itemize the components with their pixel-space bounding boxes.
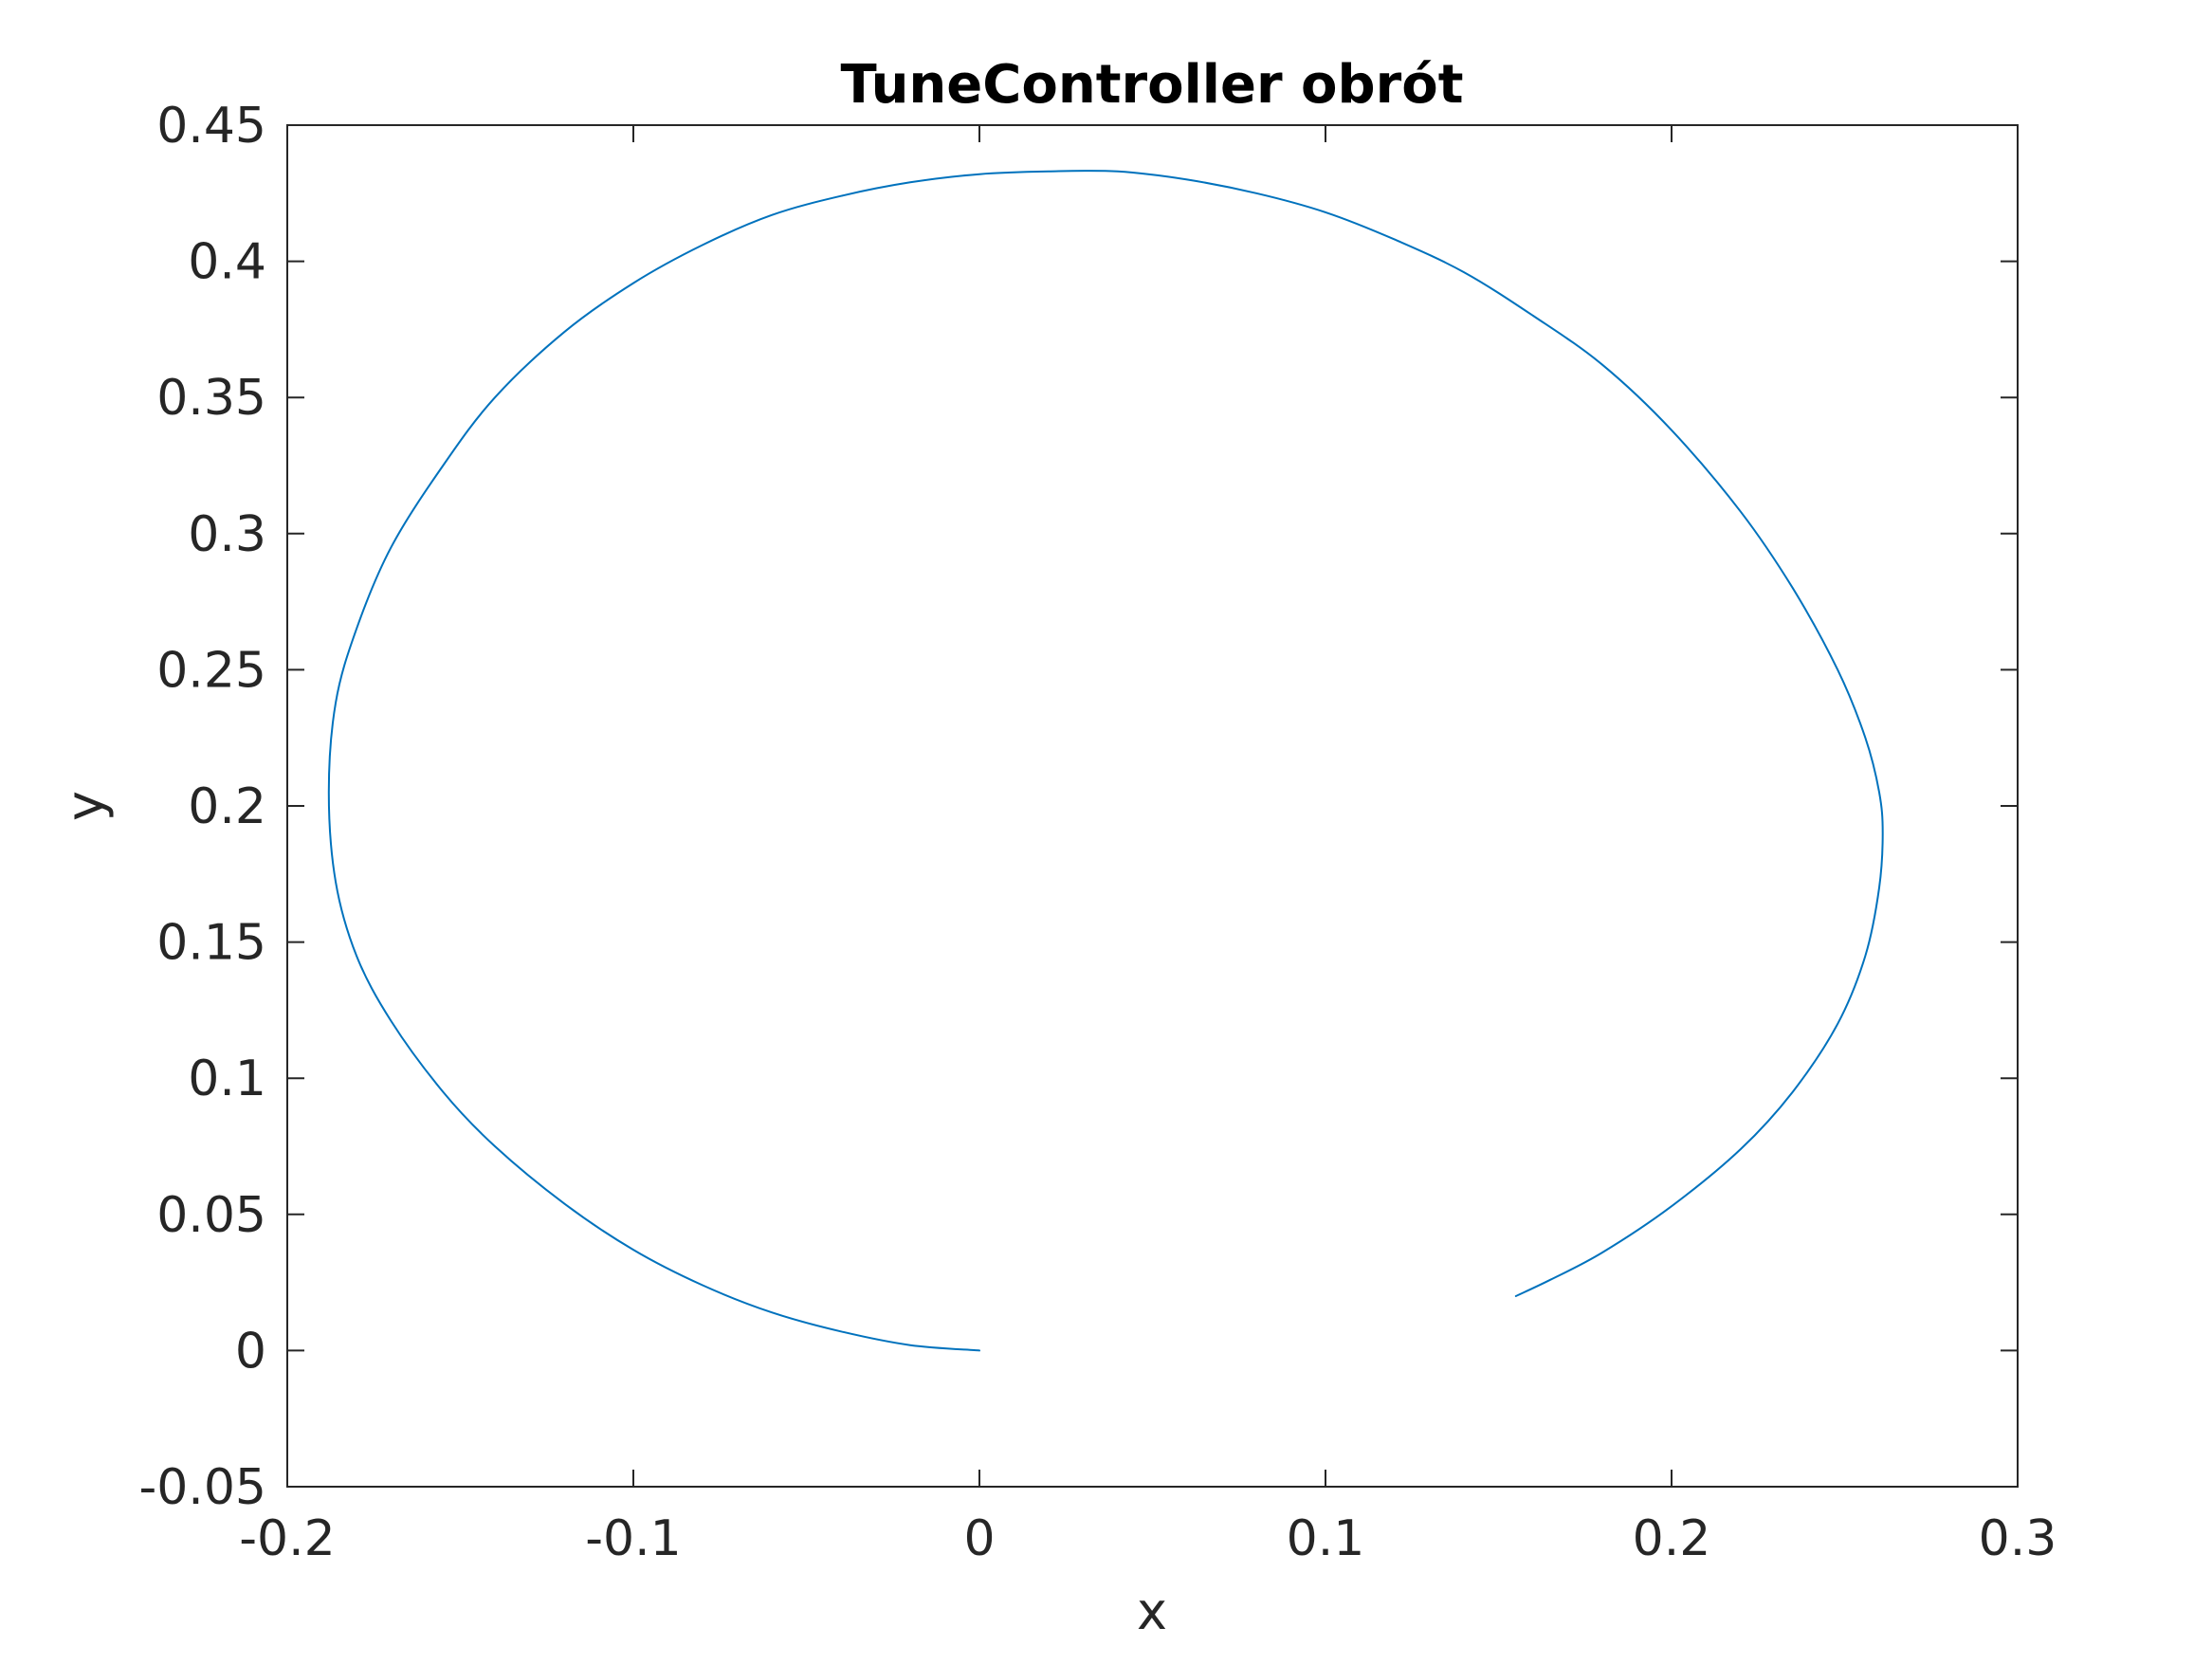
x-tick-label: 0.3 [1979,1510,2057,1567]
y-tick-label: 0.1 [188,1051,266,1107]
plot-area [287,125,2018,1487]
x-tick-label: -0.1 [585,1510,681,1567]
x-tick-label: 0.1 [1287,1510,1365,1567]
y-tick-label: 0.4 [188,234,266,291]
y-tick-label: 0.35 [156,370,266,427]
x-tick-label: -0.2 [239,1510,335,1567]
ticks-layer: -0.2 -0.1 0 0.1 0.2 0.3 -0.05 0 0.05 0.1 0.15 0.2 0.… [138,98,2057,1567]
y-tick-label: 0.05 [156,1187,266,1244]
y-tick-label: -0.05 [138,1459,266,1516]
y-tick-label: 0.3 [188,506,266,563]
y-tick-label: 0.2 [188,778,266,835]
axes-box [286,124,2019,1488]
x-tick-label: 0 [963,1510,995,1567]
y-tick-label: 0 [235,1323,266,1380]
chart-title: TuneController obrót [841,54,1464,116]
series-line-0 [327,170,1884,1352]
y-tick-label: 0.45 [156,98,266,155]
y-tick-label: 0.15 [156,915,266,972]
y-axis-label: y [55,791,115,821]
x-tick-label: 0.2 [1633,1510,1711,1567]
series-layer [327,170,1884,1352]
y-tick-label: 0.25 [156,642,266,699]
x-axis-label: x [1137,1582,1167,1641]
